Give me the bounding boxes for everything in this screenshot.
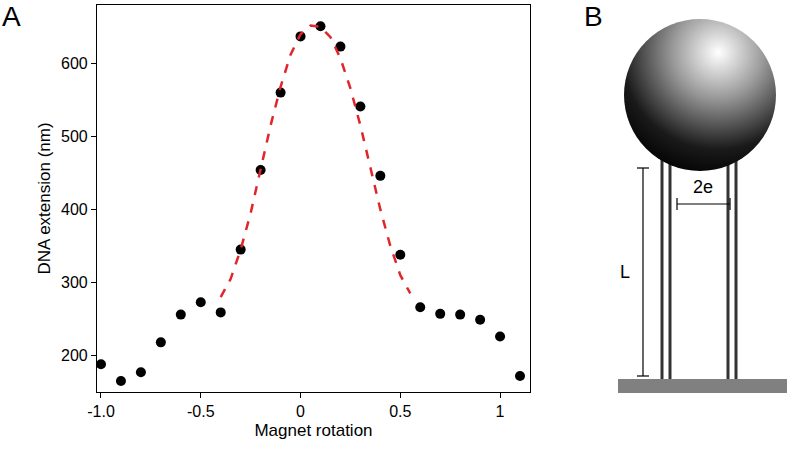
svg-text:0.5: 0.5: [389, 403, 411, 420]
svg-text:B: B: [584, 1, 603, 32]
svg-text:0: 0: [296, 403, 305, 420]
svg-text:Magnet rotation: Magnet rotation: [254, 421, 372, 440]
svg-text:DNA extension (nm): DNA extension (nm): [35, 122, 54, 274]
svg-text:400: 400: [61, 201, 88, 218]
svg-text:500: 500: [61, 128, 88, 145]
svg-text:1: 1: [496, 403, 505, 420]
svg-text:-0.5: -0.5: [187, 403, 215, 420]
svg-text:2e: 2e: [693, 177, 713, 197]
svg-text:200: 200: [61, 347, 88, 364]
svg-text:600: 600: [61, 55, 88, 72]
svg-text:300: 300: [61, 274, 88, 291]
svg-text:L: L: [620, 262, 630, 282]
svg-text:-1.0: -1.0: [87, 403, 115, 420]
svg-text:A: A: [2, 1, 21, 32]
